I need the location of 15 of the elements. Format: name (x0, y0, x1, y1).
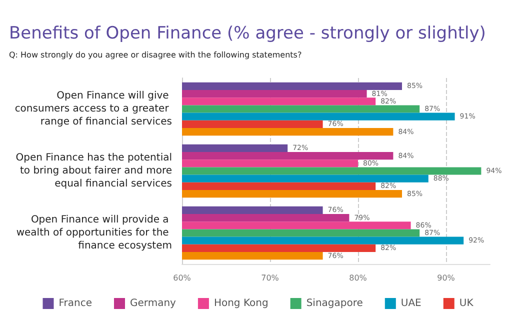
chart-subtitle: Q: How strongly do you agree or disagree with the following statements? (9, 50, 302, 60)
y-tick-label: Open Finance will give consumers access to a greater range of financial services (14, 90, 172, 128)
x-tick-label: 80% (349, 274, 368, 282)
legend-label: UK (459, 298, 474, 309)
y-tick-label: Open Finance has the potential to bring about fairer and more equal financial services (16, 152, 172, 190)
x-tick-label: 60% (173, 274, 192, 282)
y-tick-label: Open Finance will provide a wealth of opportunities for the finance ecosystem (16, 214, 172, 252)
legend-label: Sinagapore (306, 298, 363, 309)
legend-label: France (58, 298, 92, 309)
x-tick-label: 70% (261, 274, 280, 282)
chart-title: Benefits of Open Finance (% agree - strongly or slightly) (9, 24, 486, 44)
legend-label: UAE (400, 298, 422, 309)
legend-label: Hong Kong (214, 298, 268, 309)
legend-label: Germany (130, 298, 176, 309)
x-tick-label: 90% (437, 274, 456, 282)
